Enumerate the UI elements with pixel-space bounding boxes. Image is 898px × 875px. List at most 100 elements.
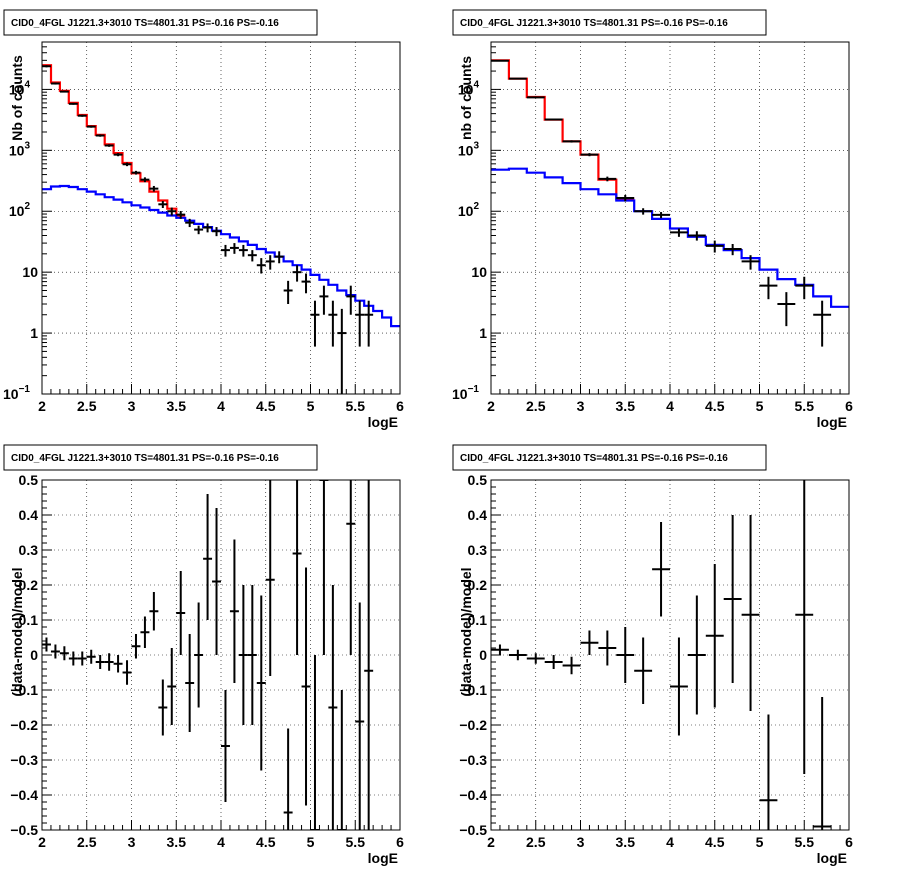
data-point	[158, 201, 168, 209]
data-point	[77, 651, 87, 666]
data-point	[140, 616, 150, 648]
x-tick-label: 3	[577, 398, 585, 414]
y-tick-label: −0.4	[10, 787, 38, 803]
data-point	[212, 227, 221, 237]
data-point	[310, 300, 320, 347]
plot-content	[42, 480, 374, 830]
y-tick-label: 0.1	[468, 612, 488, 628]
x-tick-label: 3	[128, 398, 136, 414]
y-tick-label: 103	[9, 140, 31, 158]
data-point	[652, 212, 670, 219]
x-tick-label: 2.5	[77, 398, 97, 414]
data-point	[292, 265, 302, 282]
title-box	[452, 444, 767, 471]
data-point	[256, 595, 266, 771]
data-point	[526, 96, 545, 99]
data-point	[310, 655, 320, 830]
panel-2: 2 2.5 3 3.5 4 4.5 5 5.5 6 10−1 1 10 102 103 104 logE nb …	[452, 9, 853, 430]
x-axis-label: logE	[817, 414, 847, 430]
x-tick-label: 4	[666, 834, 674, 850]
data-point	[238, 244, 248, 257]
data-point	[59, 90, 69, 93]
data-point	[364, 300, 374, 347]
data-point	[185, 634, 195, 732]
y-tick-label: 10−1	[3, 384, 30, 402]
x-tick-label: 4	[217, 834, 225, 850]
data-point	[194, 225, 204, 235]
y-tick-label: 10−1	[452, 384, 479, 402]
data-point	[759, 276, 778, 300]
data-point	[364, 480, 374, 830]
y-tick-label: 1	[30, 325, 38, 341]
data-point	[705, 240, 724, 253]
x-tick-label: 5	[756, 834, 764, 850]
x-axis-label: logE	[368, 414, 398, 430]
data-point	[185, 218, 195, 228]
x-tick-label: 5.5	[795, 398, 815, 414]
y-axis-label: nb of counts	[458, 56, 474, 140]
y-tick-label: −0.2	[459, 717, 487, 733]
y-tick-label: −0.5	[10, 822, 38, 838]
y-tick-label: 102	[458, 201, 480, 219]
data-point	[795, 276, 814, 300]
y-tick-label: 0.5	[468, 472, 488, 488]
data-point	[238, 585, 248, 725]
plot-area	[42, 480, 400, 830]
data-point	[221, 690, 230, 802]
y-tick-label: −0.1	[10, 682, 38, 698]
data-point	[723, 515, 742, 683]
data-point	[292, 480, 302, 655]
title-box	[3, 444, 318, 471]
data-point	[328, 300, 338, 347]
x-tick-label: 5	[756, 398, 764, 414]
plot-frame	[41, 41, 401, 395]
x-tick-label: 2.5	[526, 834, 546, 850]
data-point	[301, 567, 311, 806]
data-point	[59, 646, 69, 661]
data-point	[508, 77, 527, 80]
y-tick-label: −0.5	[459, 822, 487, 838]
data-point	[355, 602, 365, 830]
data-point	[813, 300, 832, 347]
y-tick-label: 0.5	[19, 472, 39, 488]
y-tick-label: −0.2	[10, 717, 38, 733]
x-tick-label: 4	[666, 398, 674, 414]
data-point	[328, 585, 338, 830]
data-point	[741, 515, 760, 711]
data-point	[104, 653, 114, 671]
panel-1: 2 2.5 3 3.5 4 4.5 5 5.5 6 10−1 1 10 102 103 104 logE Nb …	[3, 9, 404, 430]
series-line-1	[42, 64, 186, 217]
data-point	[283, 280, 293, 305]
y-tick-label: 10	[471, 264, 487, 280]
y-tick-label: 0.2	[468, 577, 488, 593]
data-point	[508, 649, 527, 661]
x-tick-label: 4.5	[256, 398, 276, 414]
data-point	[86, 125, 96, 128]
tick-marks	[41, 479, 401, 831]
data-point	[122, 162, 132, 167]
data-point	[319, 285, 329, 315]
y-tick-label: 0.3	[468, 542, 488, 558]
data-point	[346, 480, 356, 655]
y-tick-label: −0.3	[459, 752, 487, 768]
y-tick-label: 104	[9, 79, 31, 97]
data-point	[616, 627, 635, 683]
data-point	[95, 655, 105, 669]
data-point	[526, 653, 545, 664]
data-point	[544, 655, 563, 669]
data-point	[705, 564, 724, 708]
data-point	[795, 480, 814, 774]
x-tick-label: 4.5	[705, 398, 725, 414]
data-point	[670, 228, 688, 237]
data-point	[741, 255, 760, 270]
x-tick-label: 3.5	[616, 398, 636, 414]
y-tick-label: 0	[479, 647, 487, 663]
x-tick-label: 6	[396, 398, 404, 414]
data-point	[113, 153, 123, 157]
data-point	[247, 585, 257, 725]
y-axis-label: (data-model)/model	[458, 567, 474, 696]
x-tick-label: 2.5	[526, 398, 546, 414]
x-tick-label: 3	[128, 834, 136, 850]
data-point	[346, 285, 356, 315]
data-point	[131, 170, 141, 175]
